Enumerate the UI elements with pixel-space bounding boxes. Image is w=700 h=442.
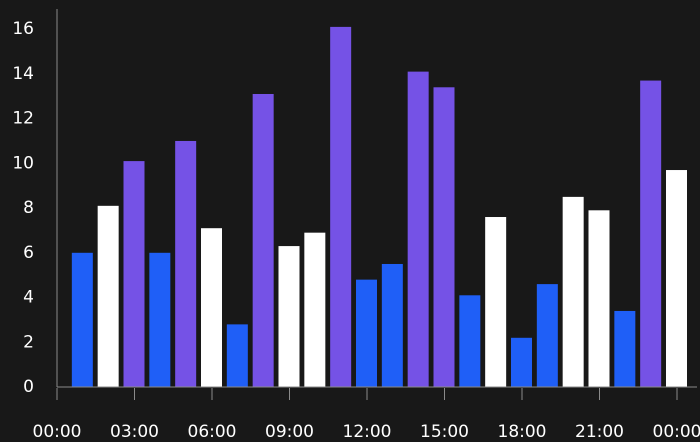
- x-tick-label: 15:00: [420, 422, 469, 442]
- bar: [407, 71, 429, 387]
- axes-layer: [56, 9, 697, 388]
- bar: [511, 337, 532, 387]
- y-tick-label: 4: [23, 288, 34, 308]
- y-tick-label: 12: [12, 109, 34, 129]
- x-tick-label: 00:00: [33, 422, 82, 442]
- bar: [226, 324, 248, 387]
- bar: [71, 252, 93, 387]
- y-tick-label: 2: [23, 332, 34, 352]
- y-tick-label: 14: [12, 64, 34, 84]
- bar: [123, 161, 145, 387]
- y-axis-ticks: 0 2 4 6 8 10 12 14 16: [12, 19, 34, 397]
- bar: [252, 93, 274, 387]
- bar: [536, 284, 558, 387]
- x-tick-label: 18:00: [498, 422, 547, 442]
- bar: [330, 26, 352, 387]
- bar: [356, 279, 377, 387]
- bar: [304, 232, 326, 387]
- bar: [201, 228, 222, 387]
- x-tick-label: 00:00: [653, 422, 700, 442]
- y-tick-label: 6: [23, 243, 34, 263]
- x-axis-ticks: 00:00 03:00 06:00 09:00 12:00 15:00 18:00 21:00…: [33, 388, 700, 442]
- bar: [381, 263, 403, 387]
- bar: [614, 310, 636, 387]
- x-tick-label: 12:00: [343, 422, 392, 442]
- bar: [97, 205, 119, 387]
- bar: [459, 295, 481, 387]
- y-tick-label: 10: [12, 153, 34, 173]
- y-tick-label: 0: [23, 377, 34, 397]
- bar: [278, 246, 300, 387]
- y-tick-label: 8: [23, 198, 34, 218]
- bar: [485, 217, 507, 387]
- x-tick-label: 21:00: [575, 422, 624, 442]
- bar: [175, 140, 197, 387]
- bar: [433, 87, 455, 387]
- bar: [588, 210, 610, 387]
- bar: [666, 170, 687, 387]
- bar: [149, 252, 171, 387]
- x-tick-label: 09:00: [265, 422, 314, 442]
- x-tick-label: 03:00: [110, 422, 159, 442]
- bar: [640, 80, 662, 387]
- bars-layer: [71, 26, 687, 387]
- y-tick-label: 16: [12, 19, 34, 39]
- x-tick-label: 06:00: [188, 422, 237, 442]
- bar: [562, 196, 584, 387]
